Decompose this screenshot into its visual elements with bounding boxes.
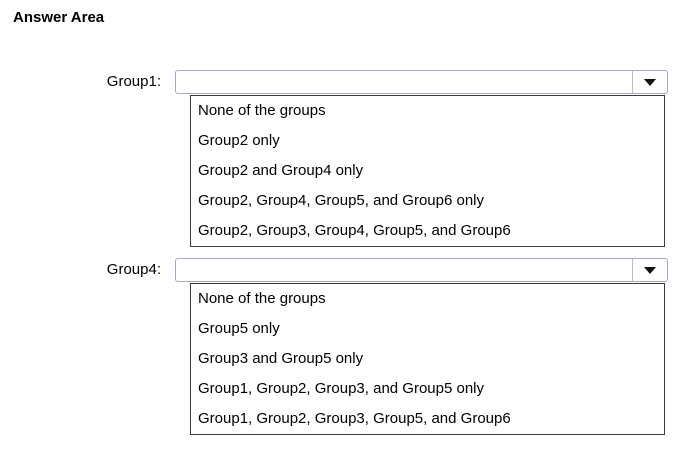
question-label-group1: Group1: [106, 73, 161, 90]
dropdown-option[interactable]: Group2 and Group4 only [198, 162, 364, 179]
dropdown-option[interactable]: Group5 only [198, 320, 280, 337]
chevron-down-icon [644, 78, 656, 86]
dropdown-option[interactable]: Group2 only [198, 132, 280, 149]
dropdown-option[interactable]: Group2, Group4, Group5, and Group6 only [198, 192, 485, 209]
dropdown-arrow-button-group1[interactable] [632, 71, 667, 93]
dropdown-list-group4: None of the groups Group5 only Group3 and … [190, 283, 665, 435]
dropdown-option[interactable]: Group1, Group2, Group3, Group5, and Grou… [198, 410, 511, 427]
dropdown-arrow-button-group4[interactable] [632, 259, 667, 281]
dropdown-value-group4[interactable] [176, 259, 632, 281]
dropdown-option[interactable]: None of the groups [198, 290, 326, 307]
dropdown-list-group1: None of the groups Group2 only Group2 and … [190, 95, 665, 247]
dropdown-option[interactable]: Group1, Group2, Group3, and Group5 only [198, 380, 485, 397]
question-label-group4: Group4: [106, 261, 161, 278]
dropdown-option[interactable]: Group3 and Group5 only [198, 350, 364, 367]
dropdown-option[interactable]: None of the groups [198, 102, 326, 119]
answer-area-title: Answer Area [13, 9, 105, 26]
dropdown-group1[interactable] [175, 70, 668, 94]
dropdown-option[interactable]: Group2, Group3, Group4, Group5, and Grou… [198, 222, 511, 239]
dropdown-value-group1[interactable] [176, 71, 632, 93]
dropdown-group4[interactable] [175, 258, 668, 282]
chevron-down-icon [644, 266, 656, 274]
